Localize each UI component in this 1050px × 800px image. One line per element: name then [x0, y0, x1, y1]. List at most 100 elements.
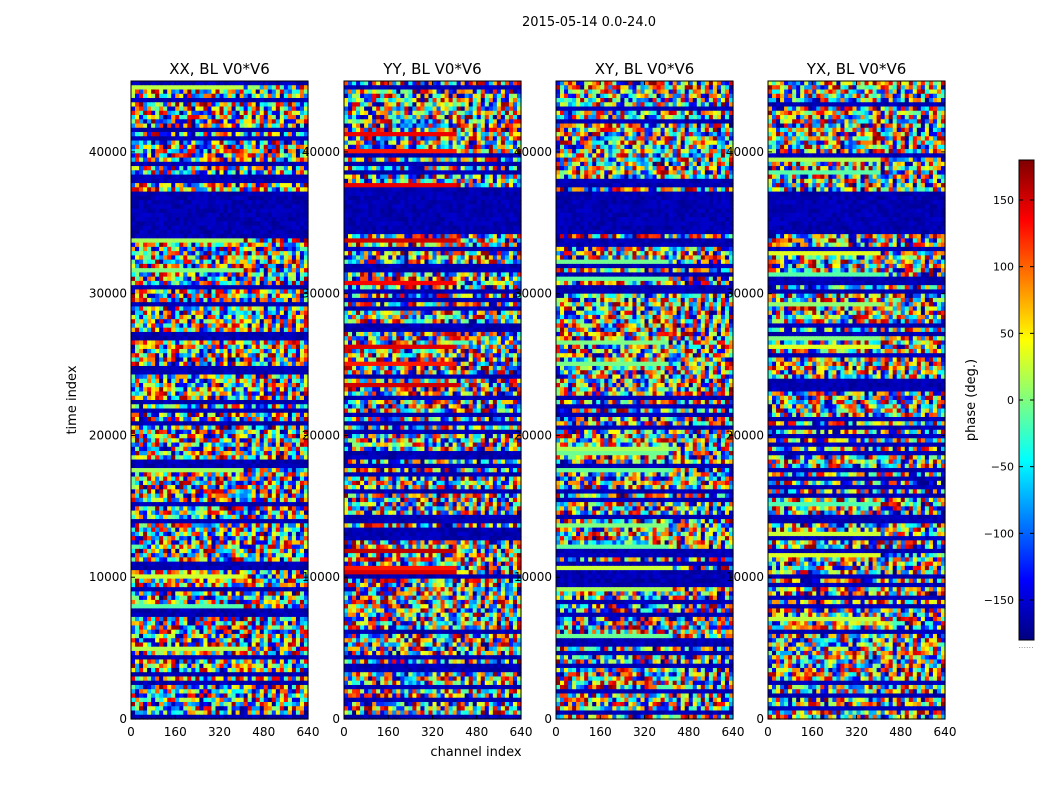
heatmap-cell [260, 255, 265, 260]
heatmap-cell [244, 217, 249, 222]
heatmap-cell [151, 187, 156, 192]
heatmap-cell [179, 311, 184, 316]
heatmap-cell [300, 498, 305, 503]
heatmap-cell [167, 209, 172, 214]
heatmap-cell [195, 90, 200, 95]
heatmap-cell [260, 557, 265, 562]
heatmap-cell [155, 166, 160, 171]
heatmap-cell [179, 251, 184, 256]
heatmap-cell [163, 124, 168, 129]
heatmap-cell [143, 506, 148, 511]
heatmap-cell [228, 94, 233, 99]
heatmap-cell [288, 494, 293, 499]
heatmap-cell [211, 111, 216, 116]
heatmap-cell [195, 396, 200, 401]
heatmap-cell [276, 557, 281, 562]
heatmap-cell [203, 217, 208, 222]
heatmap-cell [288, 98, 293, 103]
heatmap-cell [163, 391, 168, 396]
heatmap-cell [167, 336, 172, 341]
heatmap-cell [179, 409, 184, 414]
heatmap-cell [159, 217, 164, 222]
heatmap-cell [256, 238, 261, 243]
heatmap-cell [215, 400, 220, 405]
heatmap-cell [224, 349, 229, 354]
heatmap-cell [288, 545, 293, 550]
heatmap-cell [155, 289, 160, 294]
heatmap-cell [288, 417, 293, 422]
heatmap-cell [175, 332, 180, 337]
heatmap-cell [171, 226, 176, 231]
heatmap-cell [236, 145, 241, 150]
heatmap-cell [232, 306, 237, 311]
heatmap-cell [199, 217, 204, 222]
heatmap-cell [183, 464, 188, 469]
heatmap-cell [276, 90, 281, 95]
heatmap-cell [207, 413, 212, 418]
heatmap-cell [284, 434, 289, 439]
heatmap-cell [143, 562, 148, 567]
heatmap-cell [191, 162, 196, 167]
heatmap-cell [175, 251, 180, 256]
heatmap-cell [171, 98, 176, 103]
heatmap-cell [292, 557, 297, 562]
heatmap-cell [135, 489, 140, 494]
heatmap-cell [175, 464, 180, 469]
heatmap-cell [195, 268, 200, 273]
heatmap-cell [252, 166, 257, 171]
heatmap-cell [215, 434, 220, 439]
heatmap-cell [187, 260, 192, 265]
heatmap-cell [244, 409, 249, 414]
heatmap-cell [272, 285, 277, 290]
heatmap-cell [183, 506, 188, 511]
heatmap-cell [151, 379, 156, 384]
heatmap-cell [203, 362, 208, 367]
heatmap-cell [171, 383, 176, 388]
heatmap-cell [135, 260, 140, 265]
heatmap-cell [183, 149, 188, 154]
heatmap-cell [187, 515, 192, 520]
heatmap-cell [252, 264, 257, 269]
heatmap-cell [244, 226, 249, 231]
heatmap-cell [236, 387, 241, 392]
heatmap-cell [183, 183, 188, 188]
heatmap-cell [264, 366, 269, 371]
x-axis-label: channel index [430, 745, 521, 760]
heatmap-cell [199, 417, 204, 422]
heatmap-cell [264, 217, 269, 222]
heatmap-cell [171, 272, 176, 277]
heatmap-cell [280, 209, 285, 214]
heatmap-cell [171, 311, 176, 316]
heatmap-cell [236, 511, 241, 516]
heatmap-cell [147, 175, 152, 180]
heatmap-cell [292, 536, 297, 541]
heatmap-cell [260, 366, 265, 371]
heatmap-cell [151, 340, 156, 345]
heatmap-cell [296, 536, 301, 541]
heatmap-cell [280, 221, 285, 226]
heatmap-cell [232, 540, 237, 545]
heatmap-cell [179, 481, 184, 486]
heatmap-cell [211, 153, 216, 158]
heatmap-cell [268, 383, 273, 388]
heatmap-cell [179, 115, 184, 120]
heatmap-cell [236, 400, 241, 405]
heatmap-cell [135, 175, 140, 180]
heatmap-cell [171, 549, 176, 554]
heatmap-cell [244, 315, 249, 320]
heatmap-cell [264, 447, 269, 452]
heatmap-cell [175, 136, 180, 141]
heatmap-cell [220, 251, 225, 256]
heatmap-cell [143, 272, 148, 277]
heatmap-cell [163, 545, 168, 550]
heatmap-cell [183, 443, 188, 448]
heatmap-cell [199, 370, 204, 375]
heatmap-cell [131, 294, 136, 299]
heatmap-cell [240, 506, 245, 511]
heatmap-cell [187, 264, 192, 269]
heatmap-cell [296, 204, 301, 209]
heatmap-cell [220, 94, 225, 99]
heatmap-cell [224, 340, 229, 345]
heatmap-cell [292, 357, 297, 362]
heatmap-cell [232, 187, 237, 192]
